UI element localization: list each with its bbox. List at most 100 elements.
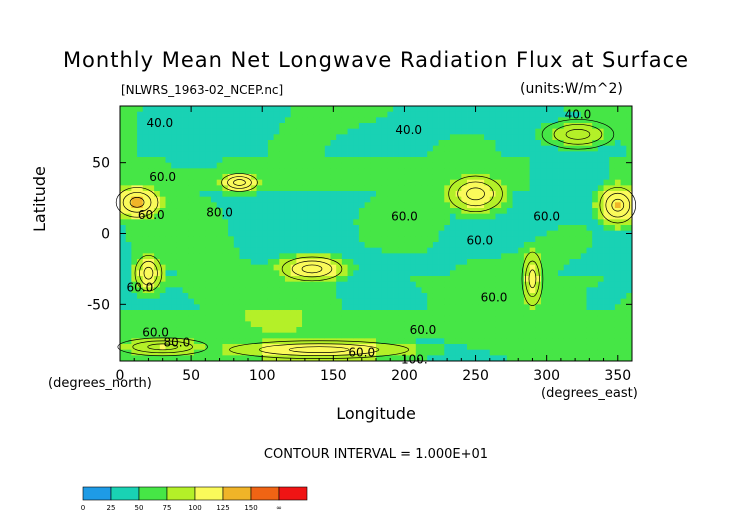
- field-cell: [592, 338, 599, 345]
- field-cell: [489, 123, 496, 130]
- field-cell: [330, 253, 337, 260]
- field-cell: [336, 253, 343, 260]
- field-cell: [324, 157, 331, 164]
- field-cell: [358, 134, 366, 141]
- field-cell: [233, 304, 240, 311]
- field-cell: [467, 332, 474, 339]
- contour-label: 40.0: [146, 116, 173, 130]
- field-cell: [586, 230, 593, 237]
- field-cell: [302, 145, 309, 152]
- field-cell: [358, 185, 366, 192]
- field-cell: [626, 179, 633, 186]
- field-cell: [319, 236, 326, 243]
- field-cell: [211, 236, 218, 243]
- field-cell: [211, 219, 218, 226]
- field-cell: [438, 349, 445, 356]
- field-cell: [154, 185, 161, 192]
- field-cell: [296, 315, 303, 322]
- field-cell: [239, 304, 246, 311]
- field-cell: [427, 259, 434, 266]
- field-cell: [540, 202, 548, 209]
- field-cell: [256, 304, 263, 311]
- field-cell: [125, 281, 132, 288]
- field-cell: [336, 310, 343, 317]
- field-cell: [506, 253, 513, 260]
- field-cell: [228, 332, 235, 339]
- field-cell: [444, 128, 451, 135]
- field-cell: [620, 270, 627, 277]
- field-cell: [393, 304, 400, 311]
- field-cell: [512, 281, 519, 288]
- field-cell: [603, 349, 610, 356]
- field-cell: [324, 213, 331, 220]
- field-cell: [529, 304, 536, 311]
- field-cell: [563, 247, 570, 254]
- field-cell: [290, 157, 297, 164]
- field-cell: [284, 315, 292, 322]
- field-cell: [387, 247, 394, 254]
- field-cell: [193, 111, 201, 118]
- field-cell: [188, 117, 195, 124]
- field-cell: [211, 338, 218, 345]
- field-cell: [205, 338, 212, 345]
- field-cell: [518, 332, 525, 339]
- field-cell: [472, 310, 479, 317]
- field-cell: [404, 315, 411, 322]
- field-cell: [302, 225, 309, 232]
- field-cell: [222, 230, 229, 237]
- field-cell: [319, 219, 326, 226]
- field-cell: [131, 111, 138, 118]
- field-cell: [432, 225, 439, 232]
- field-cell: [256, 140, 263, 147]
- field-cell: [432, 310, 439, 317]
- field-cell: [267, 134, 274, 141]
- field-cell: [569, 196, 576, 203]
- field-cell: [438, 208, 445, 215]
- field-cell: [125, 264, 132, 271]
- field-cell: [432, 298, 439, 305]
- field-cell: [222, 151, 229, 158]
- field-cell: [154, 191, 161, 198]
- field-cell: [353, 162, 360, 169]
- field-cell: [239, 168, 246, 175]
- field-cell: [125, 287, 132, 294]
- field-cell: [370, 196, 377, 203]
- field-cell: [580, 123, 587, 130]
- field-cell: [120, 134, 127, 141]
- field-cell: [597, 259, 604, 266]
- field-cell: [307, 338, 314, 345]
- field-cell: [620, 298, 627, 305]
- field-cell: [421, 162, 428, 169]
- field-cell: [239, 219, 246, 226]
- field-cell: [393, 157, 400, 164]
- field-cell: [540, 253, 548, 260]
- field-cell: [216, 287, 223, 294]
- field-cell: [347, 321, 354, 328]
- field-cell: [484, 174, 491, 181]
- field-cell: [603, 157, 610, 164]
- field-cell: [535, 196, 542, 203]
- field-cell: [415, 196, 422, 203]
- field-cell: [364, 315, 371, 322]
- field-cell: [620, 145, 627, 152]
- field-cell: [120, 349, 127, 356]
- field-cell: [341, 304, 348, 311]
- field-cell: [279, 128, 286, 135]
- field-cell: [284, 281, 292, 288]
- field-cell: [171, 162, 178, 169]
- field-cell: [302, 208, 309, 215]
- field-cell: [478, 293, 485, 300]
- field-cell: [256, 179, 263, 186]
- field-cell: [159, 327, 166, 334]
- field-cell: [290, 349, 297, 356]
- field-cell: [518, 145, 525, 152]
- field-cell: [307, 202, 314, 209]
- field-cell: [455, 332, 462, 339]
- field-cell: [495, 185, 502, 192]
- field-cell: [222, 140, 229, 147]
- field-cell: [154, 123, 161, 130]
- field-cell: [154, 168, 161, 175]
- field-cell: [438, 230, 445, 237]
- field-cell: [154, 327, 161, 334]
- field-cell: [279, 242, 286, 249]
